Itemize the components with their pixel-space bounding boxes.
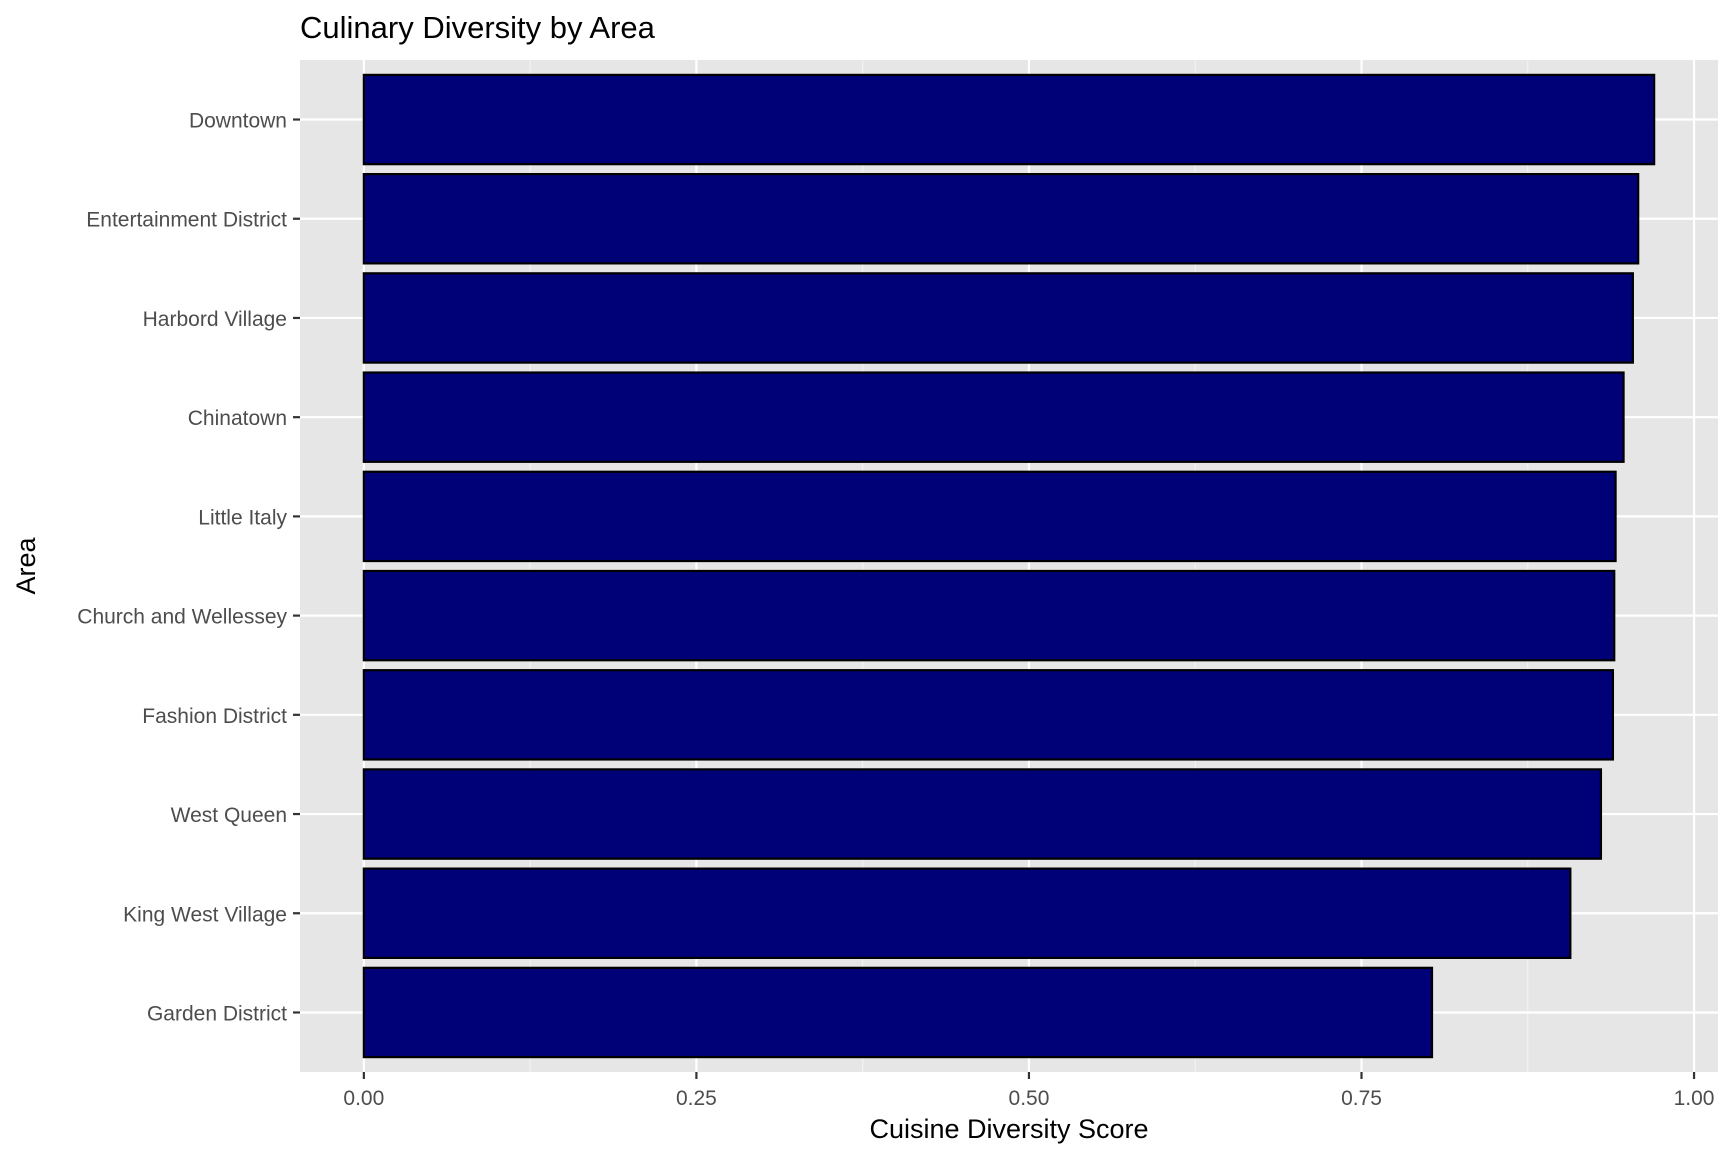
x-tick-label: 0.50: [1009, 1087, 1050, 1110]
bars-group: [362, 73, 1656, 1059]
y-axis-title: Area: [11, 537, 41, 595]
bar-downtown: [362, 73, 1656, 166]
bar-little-italy: [362, 470, 1617, 563]
bar-chinatown: [362, 371, 1625, 463]
bar-king-west-village: [362, 867, 1572, 960]
bar-fashion-district: [362, 669, 1615, 761]
y-axis: Downtown Entertainment District Harbord Vi…: [77, 110, 300, 1025]
bar-harbord-village: [362, 272, 1634, 364]
x-tick-label: 0.75: [1341, 1087, 1382, 1110]
bar-church-and-wellessey: [362, 569, 1616, 662]
x-tick-label: 1.00: [1674, 1087, 1715, 1110]
bar-west-queen: [362, 768, 1603, 860]
x-axis-title: Cuisine Diversity Score: [869, 1114, 1148, 1144]
chart-title: Culinary Diversity by Area: [300, 10, 656, 45]
y-tick-label: Harbord Village: [143, 308, 287, 331]
y-tick-label: Fashion District: [142, 705, 287, 728]
y-tick-label: West Queen: [171, 804, 287, 827]
x-tick-label: 0.00: [343, 1087, 384, 1110]
bar-entertainment-district: [362, 172, 1640, 265]
y-tick-label: Downtown: [189, 110, 287, 133]
y-tick-label: Entertainment District: [86, 209, 287, 232]
x-tick-label: 0.25: [676, 1087, 717, 1110]
bar-garden-district: [362, 966, 1434, 1059]
y-tick-label: Little Italy: [198, 506, 287, 529]
y-tick-label: Church and Wellessey: [77, 606, 287, 629]
x-axis: 0.00 0.25 0.50 0.75 1.00: [343, 1072, 1714, 1110]
y-tick-label: Garden District: [147, 1002, 287, 1025]
y-tick-label: Chinatown: [188, 407, 287, 430]
y-tick-label: King West Village: [123, 903, 287, 926]
